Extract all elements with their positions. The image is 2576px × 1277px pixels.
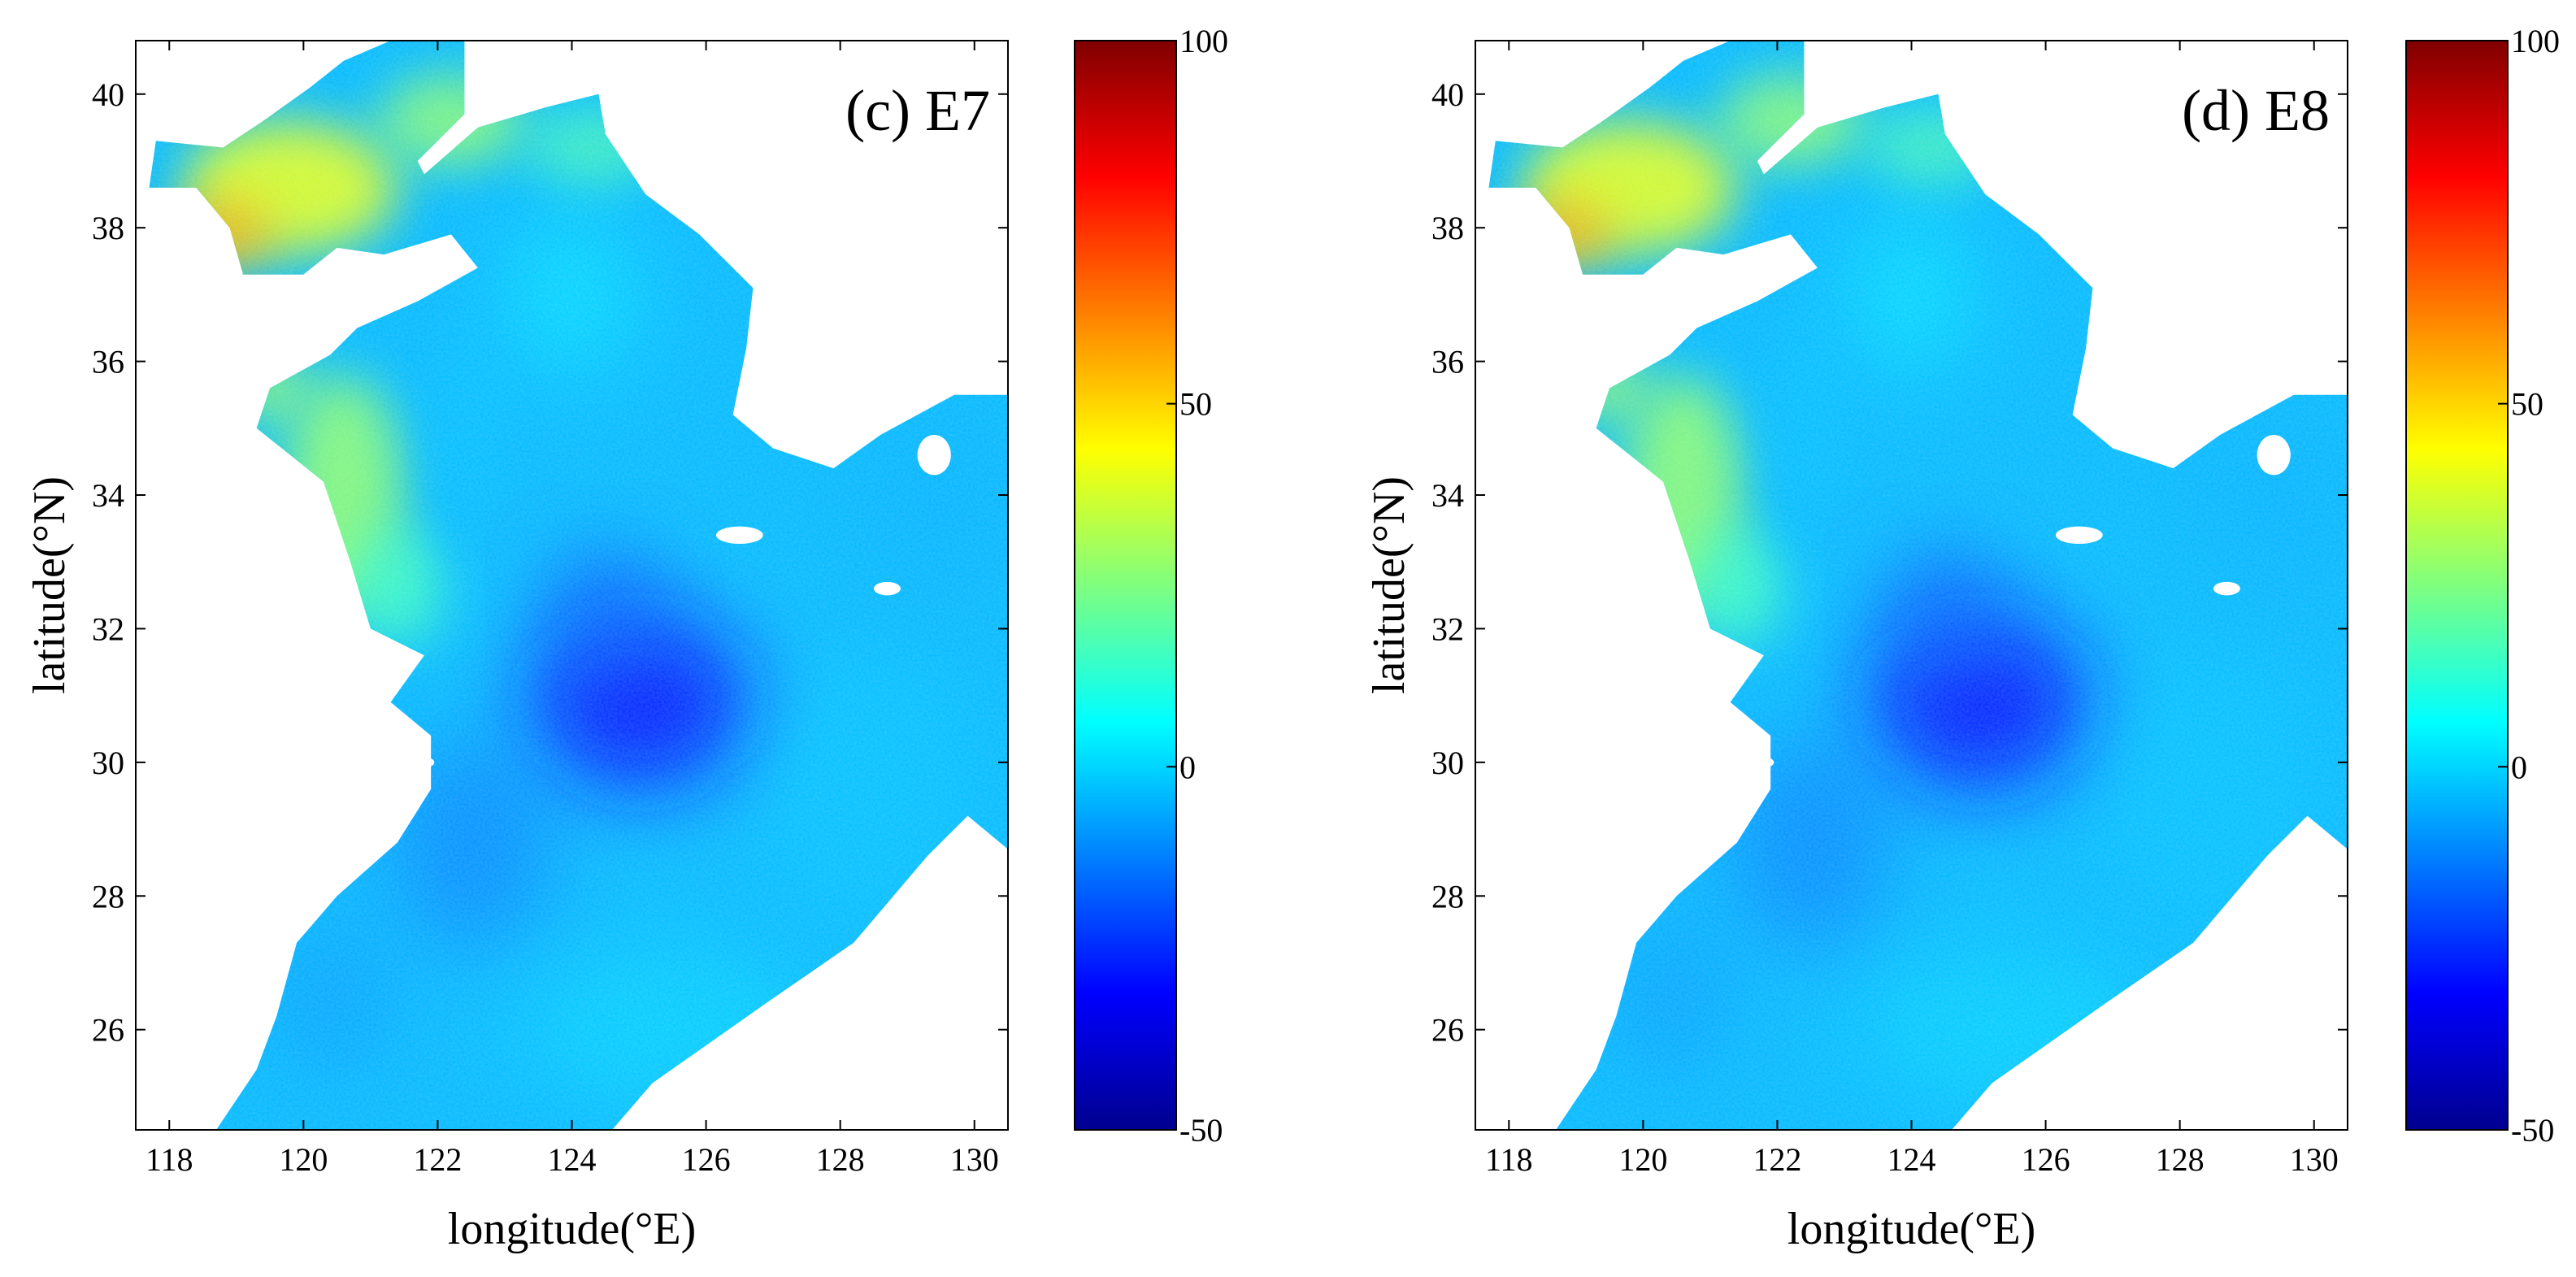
x-tick-label: 118 [146,1141,193,1178]
colorbar: -50 0 50 100 [2405,23,2560,1149]
x-tick-label: 124 [1887,1141,1936,1178]
panel-label: (d) E8 [2182,78,2330,143]
colorbar-tick-label: -50 [1179,1112,1223,1149]
x-tick-label: 124 [548,1141,597,1178]
island-land [917,435,951,476]
y-tick-label: 30 [1431,745,1464,781]
x-tick-label: 122 [1753,1141,1801,1178]
x-tick-label: 120 [279,1141,328,1178]
x-tick-label: 120 [1618,1141,1667,1178]
panel-c-e7: 118 120 122 124 126 128 130 26 28 30 32 34 36 38 40 (c)… [24,23,1228,1254]
colorbar-frame [2405,40,2509,1131]
x-axis-label: longitude(°E) [1788,1204,2035,1254]
panel-d-e8: 118 120 122 124 126 128 130 26 28 30 32 34 36 38 40 (d)… [1364,23,2560,1254]
y-tick-label: 36 [92,344,124,380]
colorbar: -50 0 50 100 [1074,23,1228,1149]
island-land [715,526,763,545]
colorbar-tick-label: 0 [2511,749,2527,785]
colorbar-gradient [1075,41,1176,1130]
y-tick-label: 40 [1431,76,1464,113]
colorbar-tick-label: 100 [1179,23,1228,59]
island-land [873,581,901,596]
x-tick-label: 126 [682,1141,731,1178]
y-tick-label: 28 [92,878,124,914]
colorbar-tick-label: -50 [2511,1112,2554,1149]
colorbar-tick-label: 50 [1179,386,1212,423]
x-tick-label: 130 [2290,1141,2339,1178]
y-tick-label: 36 [1431,344,1464,380]
y-tick-label: 32 [92,610,124,647]
y-tick-label: 26 [92,1012,124,1049]
island-land [2055,526,2103,545]
panel-label: (c) E7 [845,78,990,143]
y-tick-label: 34 [92,477,124,514]
x-tick-label: 130 [950,1141,999,1178]
y-tick-label: 40 [92,76,124,113]
x-tick-label: 128 [816,1141,865,1178]
x-axis-label: longitude(°E) [448,1204,696,1254]
island-land [2257,435,2291,476]
y-tick-label: 38 [92,210,124,246]
y-tick-label: 28 [1431,878,1464,914]
x-tick-label: 128 [2156,1141,2205,1178]
y-tick-label: 30 [92,745,124,781]
x-tick-label: 118 [1485,1141,1533,1178]
x-tick-label: 122 [413,1141,462,1178]
x-tick-label: 126 [2022,1141,2070,1178]
colorbar-gradient [2406,41,2508,1130]
y-tick-label: 26 [1431,1012,1464,1049]
colorbar-frame [1074,40,1177,1131]
colorbar-tick-label: 50 [2511,386,2543,423]
y-tick-label: 34 [1431,477,1464,514]
colorbar-tick-label: 100 [2511,23,2560,59]
island-land [2213,581,2240,596]
y-axis-label: latitude(°N) [24,476,75,694]
y-tick-label: 38 [1431,210,1464,246]
y-axis-label: latitude(°N) [1364,476,1414,694]
colorbar-tick-label: 0 [1179,749,1196,785]
y-tick-label: 32 [1431,610,1464,647]
